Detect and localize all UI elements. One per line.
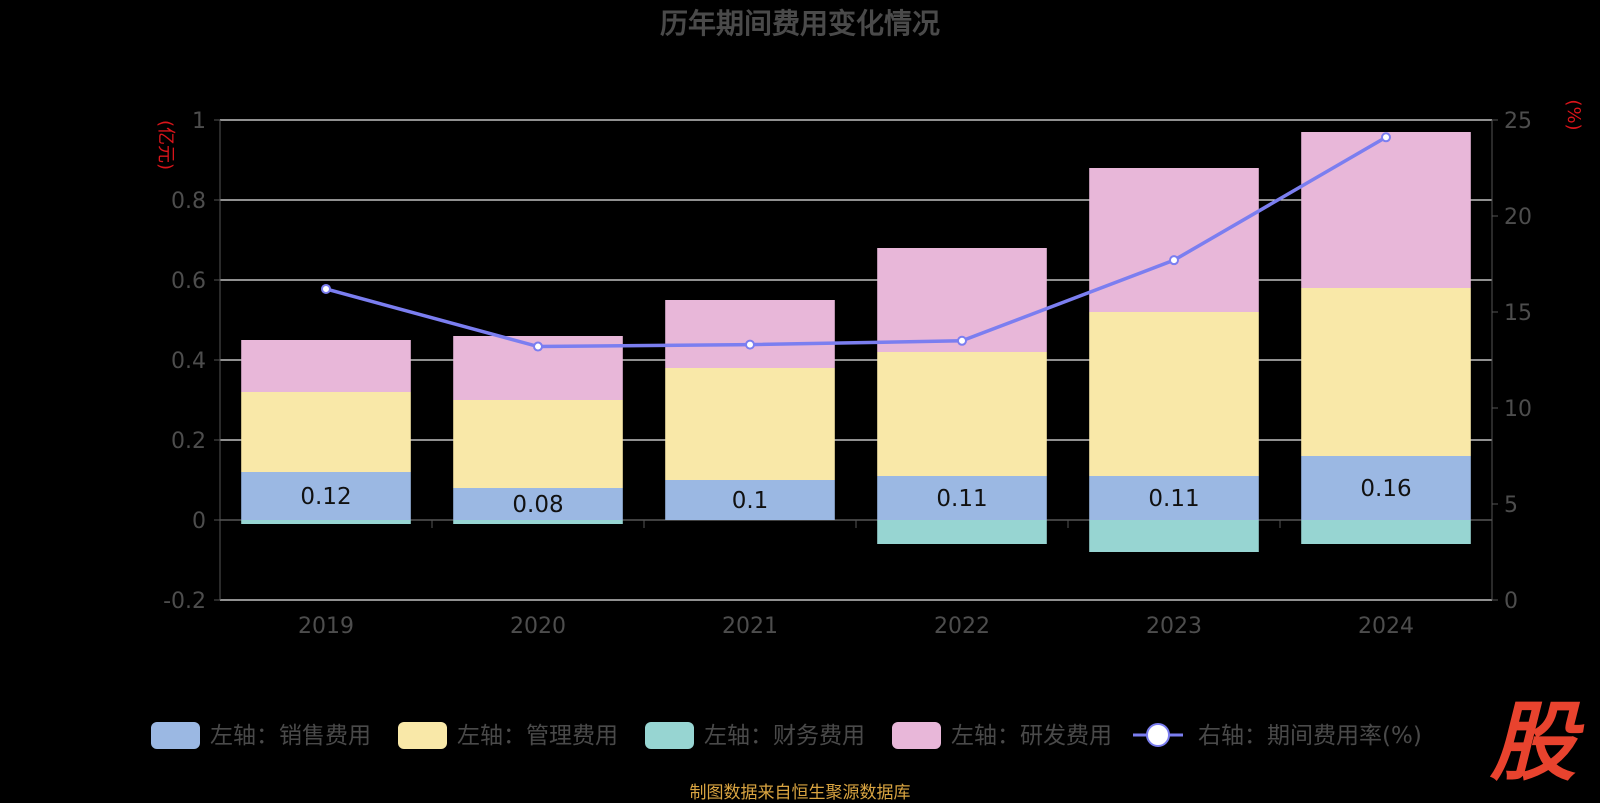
left-axis-tick-label: 0 [192,509,206,534]
legend-item[interactable]: 右轴：期间费用率(%) [1133,723,1422,749]
legend-label: 左轴：财务费用 [704,723,865,749]
bar [453,400,623,488]
bar-data-label: 0.16 [1360,476,1411,502]
right-axis-tick-label: 5 [1504,493,1518,518]
bar [453,488,623,520]
legend-swatch [151,722,200,749]
bar [665,368,835,480]
legend-item[interactable]: 左轴：管理费用 [398,722,618,749]
legend-item[interactable]: 左轴：研发费用 [892,722,1112,749]
bar [877,476,1047,520]
right-axis-tick-label: 15 [1504,301,1532,326]
line-point [957,335,967,346]
bar-data-label: 0.11 [936,486,987,512]
left-axis-tick-label: -0.2 [163,589,206,614]
right-axis-tick-label: 25 [1504,109,1532,134]
bar-data-label: 0.1 [732,488,769,514]
right-axis-tick-label: 20 [1504,205,1532,230]
line-path [325,135,1387,349]
bar [1301,456,1471,520]
legend-swatch [398,722,447,749]
bar-data-label: 0.08 [512,492,563,518]
chart-title: 历年期间费用变化情况 [660,7,940,40]
left-axis-tick-label: 0.8 [171,189,206,214]
brand-logo: 股 [1490,693,1576,793]
left-axis-unit: (亿元) [155,120,176,170]
left-axis-tick-label: 0.2 [171,429,206,454]
x-axis-tick-label: 2021 [722,614,778,639]
x-axis-tick-label: 2024 [1358,614,1414,639]
bar [665,300,835,368]
legend-label: 右轴：期间费用率(%) [1198,723,1422,749]
bar [241,392,411,472]
data-source-note: 制图数据来自恒生聚源数据库 [689,783,911,803]
bar [877,248,1047,352]
bar [241,340,411,392]
legend-label: 左轴：销售费用 [210,723,371,749]
line-series [321,132,1391,352]
x-axis-tick-label: 2019 [298,614,354,639]
legend-item[interactable]: 左轴：销售费用 [151,722,371,749]
legend[interactable]: 左轴：销售费用 左轴：管理费用 左轴：财务费用 左轴：研发费用 右轴：期间费用率(%) [151,722,1422,749]
bar [877,352,1047,476]
bar-series: 0.12 0.08 0.1 0.11 0.11 0.16 [241,132,1471,552]
left-axis-tick-label: 1 [192,109,206,134]
line-point [1381,132,1391,143]
bar [1089,476,1259,520]
legend-label: 左轴：研发费用 [951,723,1112,749]
line-point [745,339,755,350]
right-axis-tick-label: 10 [1504,397,1532,422]
legend-swatch [892,722,941,749]
bar [1089,168,1259,312]
right-axis-tick-label: 0 [1504,589,1518,614]
bar [1089,312,1259,476]
bar [453,520,623,524]
bar-data-label: 0.11 [1148,486,1199,512]
left-axis-tick-label: 0.4 [171,349,206,374]
line-point [1169,255,1179,266]
legend-swatch [645,722,694,749]
bar [241,472,411,520]
bar [877,520,1047,544]
x-axis-tick-label: 2023 [1146,614,1202,639]
bar [241,520,411,524]
left-axis-tick-label: 0.6 [171,269,206,294]
x-axis-tick-label: 2022 [934,614,990,639]
bar [1301,132,1471,288]
x-axis-tick-label: 2020 [510,614,566,639]
line-point [321,283,331,294]
bar-data-label: 0.12 [300,484,351,510]
right-axis-unit: (%) [1563,99,1584,130]
line-point [533,341,543,352]
bar [665,480,835,520]
legend-label: 左轴：管理费用 [457,723,618,749]
bar [1089,520,1259,552]
legend-item[interactable]: 左轴：财务费用 [645,722,865,749]
bar [1301,520,1471,544]
legend-marker [1146,723,1170,747]
bar [1301,288,1471,456]
